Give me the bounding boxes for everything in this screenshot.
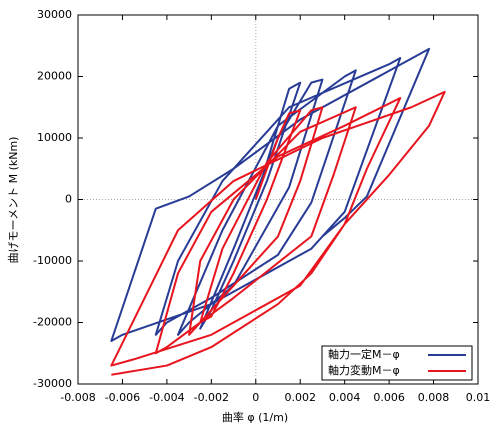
legend-label: 軸力一定M－φ [328, 347, 400, 361]
x-tick-label: -0.008 [60, 391, 95, 404]
legend-label: 軸力変動M－φ [328, 363, 400, 377]
series-line [110, 47, 431, 342]
x-tick-label: 0 [252, 391, 259, 404]
x-tick-label: -0.006 [105, 391, 140, 404]
series-line [110, 90, 446, 376]
x-tick-label: 0.01 [466, 391, 491, 404]
legend-box [321, 345, 473, 381]
y-tick-label: -20000 [33, 316, 72, 329]
y-tick-label: -30000 [33, 377, 72, 390]
plot-frame [77, 14, 479, 385]
y-tick-label: 20000 [37, 70, 72, 83]
y-tick-label: 0 [65, 193, 72, 206]
x-tick-label: 0.008 [418, 391, 450, 404]
x-axis-label: 曲率 φ (1/m) [222, 410, 288, 424]
x-tick-label: -0.004 [149, 391, 184, 404]
x-tick-label: 0.002 [284, 391, 316, 404]
y-tick-label: 30000 [37, 8, 72, 21]
y-axis-label: 曲げモーメント M (kNm) [7, 137, 20, 264]
y-tick-label: 10000 [37, 131, 72, 144]
x-tick-label: -0.002 [194, 391, 229, 404]
x-tick-label: 0.006 [373, 391, 405, 404]
y-tick-label: -10000 [33, 254, 72, 267]
x-tick-label: 0.004 [329, 391, 361, 404]
